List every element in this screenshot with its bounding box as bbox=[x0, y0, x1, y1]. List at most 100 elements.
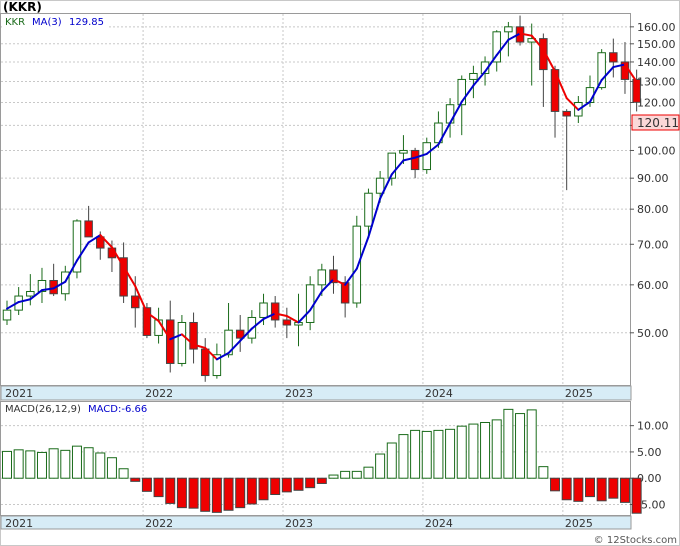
ma-segment bbox=[52, 280, 67, 290]
candle bbox=[492, 30, 501, 72]
ma-segment bbox=[110, 246, 125, 268]
candle bbox=[609, 38, 618, 78]
ma-segment bbox=[192, 343, 207, 349]
candle-body bbox=[317, 269, 327, 286]
candle bbox=[282, 307, 292, 339]
candle bbox=[224, 302, 233, 358]
candle bbox=[212, 343, 222, 379]
ma-segment bbox=[64, 259, 78, 283]
macd-indicator-label: MACD(26,12,9) bbox=[5, 404, 81, 415]
price-y-tick-label: 50.00 bbox=[637, 327, 669, 340]
ma-segment bbox=[297, 309, 312, 324]
ma-segment bbox=[390, 159, 405, 176]
price-x-axis-band bbox=[0, 385, 632, 401]
candle-body bbox=[375, 177, 385, 194]
candle bbox=[189, 312, 198, 364]
candle-body bbox=[235, 329, 245, 339]
candle bbox=[119, 242, 128, 303]
ma-segment bbox=[425, 143, 440, 155]
candle-body bbox=[142, 307, 152, 336]
candle bbox=[340, 276, 350, 318]
ma-segment bbox=[75, 241, 90, 262]
ma-segment bbox=[180, 333, 195, 346]
ma-segment bbox=[507, 32, 522, 41]
candle-body bbox=[539, 38, 548, 71]
macd-gridlines bbox=[1, 402, 630, 515]
candle bbox=[469, 65, 478, 99]
macd-bar bbox=[118, 468, 129, 479]
candle-body bbox=[352, 225, 362, 304]
candle-body bbox=[364, 192, 373, 227]
macd-bar bbox=[619, 477, 630, 503]
candle-body bbox=[492, 31, 501, 63]
candle-body bbox=[597, 52, 606, 89]
macd-bar bbox=[130, 477, 141, 482]
ma-segment bbox=[250, 317, 265, 330]
macd-value-label: MACD:-6.66 bbox=[88, 404, 147, 415]
ma-legend-value: 129.85 bbox=[69, 17, 104, 28]
candle-body bbox=[609, 52, 618, 63]
ma-segment bbox=[320, 278, 335, 293]
macd-bar bbox=[561, 477, 572, 501]
candle-body bbox=[457, 78, 466, 106]
ma-segment bbox=[239, 327, 253, 342]
ma-segment bbox=[344, 267, 358, 286]
ma-segment bbox=[554, 70, 568, 100]
macd-x-tick-label: 2025 bbox=[565, 517, 593, 530]
candle bbox=[399, 135, 408, 164]
macd-bar bbox=[410, 429, 421, 479]
macd-bar bbox=[211, 477, 222, 513]
candle-body bbox=[119, 257, 128, 297]
candle bbox=[632, 69, 641, 112]
ma-segment bbox=[460, 84, 475, 103]
candle bbox=[165, 300, 175, 373]
macd-bar bbox=[550, 477, 561, 492]
candle bbox=[457, 75, 466, 136]
candle-body bbox=[632, 78, 641, 103]
macd-bar bbox=[538, 466, 549, 479]
candle-body bbox=[200, 348, 210, 377]
candle-body bbox=[399, 149, 408, 154]
macd-bar bbox=[445, 428, 456, 479]
price-y-tick-label: 80.00 bbox=[637, 203, 669, 216]
macd-bar bbox=[106, 457, 117, 479]
candle-body bbox=[26, 290, 35, 297]
macd-bar bbox=[36, 451, 47, 479]
moving-average-line bbox=[6, 32, 638, 361]
macd-panel: 10.005.000.00-5.00 2021 2022 2023 2024 2025 … bbox=[0, 401, 669, 530]
candle bbox=[142, 302, 152, 339]
candle bbox=[352, 215, 362, 308]
candle-body bbox=[2, 309, 12, 321]
ma-segment bbox=[122, 265, 137, 288]
price-plot-area bbox=[0, 13, 631, 386]
macd-bar bbox=[363, 466, 374, 479]
ma-segment bbox=[309, 290, 323, 312]
macd-bar bbox=[71, 445, 82, 479]
last-price-label: 120.11 bbox=[637, 116, 679, 130]
ma-segment bbox=[215, 352, 230, 361]
ma-segment bbox=[285, 314, 300, 324]
ma-segment bbox=[612, 63, 626, 69]
macd-bar bbox=[83, 447, 94, 479]
ma-segment bbox=[495, 38, 510, 57]
price-y-tick-label: 60.00 bbox=[637, 279, 669, 292]
ma-segment bbox=[145, 311, 160, 322]
price-y-tick-label: 100.00 bbox=[637, 144, 676, 157]
ma-segment bbox=[355, 235, 370, 270]
macd-bar bbox=[153, 477, 164, 498]
candle-body bbox=[212, 354, 222, 377]
macd-bar bbox=[258, 477, 269, 501]
macd-bar bbox=[246, 477, 257, 505]
macd-bar bbox=[25, 450, 36, 479]
candle-body bbox=[282, 319, 292, 326]
last-price-box bbox=[631, 114, 680, 131]
macd-bar bbox=[305, 477, 316, 489]
macd-y-tick-label: 5.00 bbox=[637, 446, 662, 459]
candle-body bbox=[177, 321, 187, 364]
candle bbox=[270, 296, 280, 328]
macd-bar bbox=[293, 477, 304, 491]
macd-bar bbox=[176, 477, 187, 509]
macd-x-tick-label: 2022 bbox=[145, 517, 173, 530]
candle bbox=[2, 300, 12, 326]
